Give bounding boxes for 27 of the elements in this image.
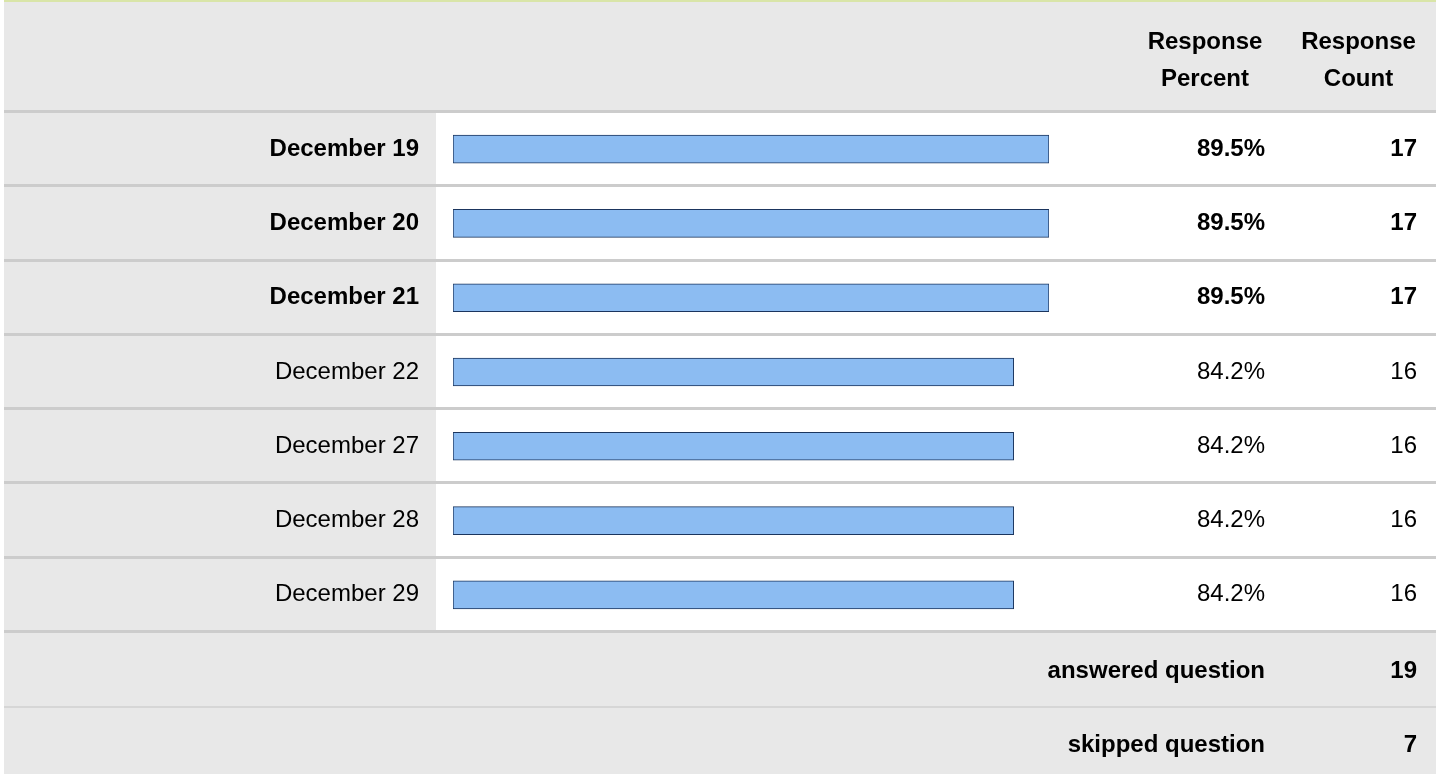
text: 17 (1390, 208, 1417, 236)
y-tick-label: December 28 (274, 505, 419, 533)
text: 17 (1390, 282, 1417, 310)
data-label: 84.2% (1196, 430, 1265, 458)
y-tick-label: December 19 (269, 133, 419, 161)
y-tick-label: December 21 (269, 282, 419, 310)
text: 7 (1402, 730, 1417, 758)
text: 16 (1390, 579, 1417, 607)
data-label: 84.2% (1196, 505, 1265, 533)
text: 19 (1389, 656, 1417, 684)
data-label: 89.5% (1196, 282, 1265, 310)
data-label: 84.2% (1196, 579, 1265, 607)
y-tick-label: December 27 (274, 430, 419, 458)
data-label: 89.5% (1196, 133, 1265, 161)
y-tick-label: December 22 (274, 356, 419, 384)
text: Response Count (1300, 26, 1417, 93)
text: 16 (1390, 505, 1417, 533)
text: 16 (1390, 430, 1417, 458)
text: skipped question (1066, 730, 1265, 758)
text: Response Percent (1146, 26, 1264, 93)
data-label: 84.2% (1196, 356, 1265, 384)
data-label: 89.5% (1196, 208, 1265, 236)
text: 17 (1390, 133, 1417, 161)
y-tick-label: December 20 (269, 208, 419, 236)
text: 16 (1390, 356, 1417, 384)
text: answered question (1046, 656, 1265, 684)
y-tick-label: December 29 (274, 579, 419, 607)
